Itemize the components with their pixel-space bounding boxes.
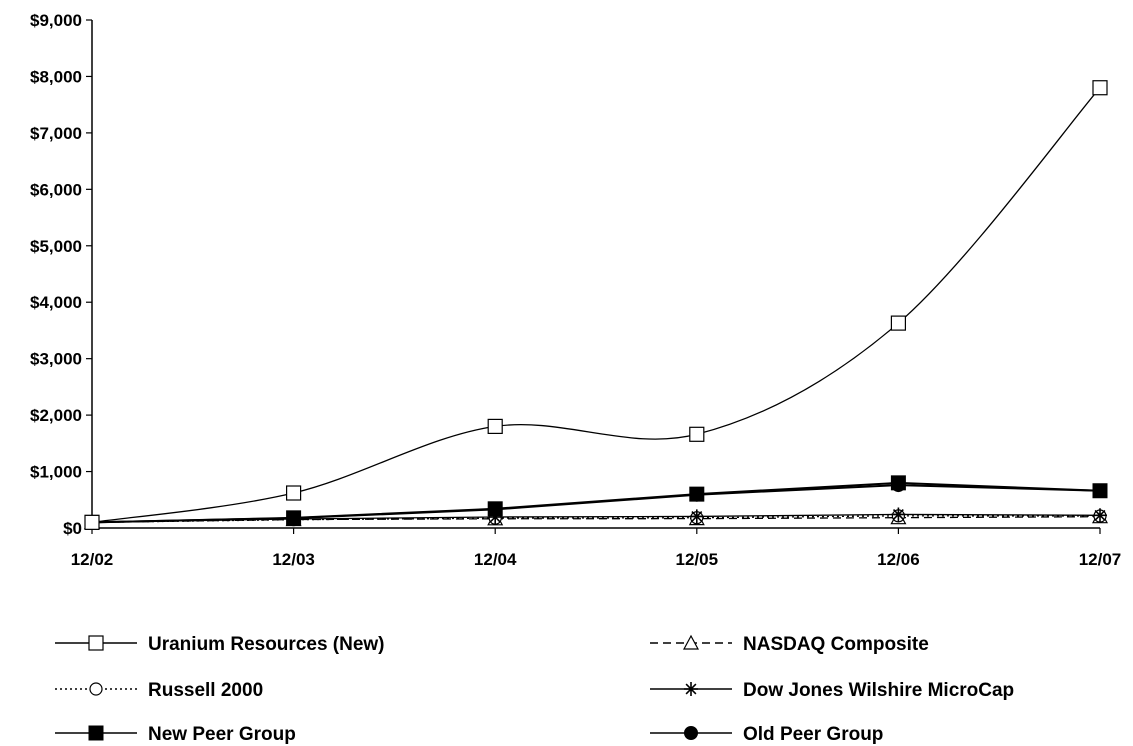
x-tick-label: 12/05: [676, 550, 719, 569]
legend-label-dow-jones-wilshire-microcap: Dow Jones Wilshire MicroCap: [743, 680, 1014, 701]
legend-marker-russell-2000: [89, 682, 103, 696]
y-tick-label: $9,000: [30, 11, 82, 30]
series-uranium-resources-new: [84, 80, 1108, 530]
legend-label-nasdaq-composite: NASDAQ Composite: [743, 634, 929, 655]
x-tick-label: 12/03: [272, 550, 315, 569]
x-tick-label: 12/07: [1079, 550, 1122, 569]
data-point-new-peer-group: [689, 486, 705, 502]
data-point-new-peer-group: [487, 501, 503, 517]
data-point-dow-jones-wilshire-microcap: [1093, 508, 1107, 523]
y-tick-label: $6,000: [30, 180, 82, 199]
series-line-uranium-resources-new: [91, 87, 1101, 523]
data-point-dow-jones-wilshire-microcap: [488, 509, 503, 524]
legend-label-new-peer-group: New Peer Group: [148, 724, 296, 745]
legend-item-nasdaq-composite: NASDAQ Composite: [650, 634, 929, 655]
y-tick-label: $8,000: [30, 67, 82, 86]
data-point-uranium-resources-new: [689, 426, 705, 442]
legend-item-uranium-resources-new: Uranium Resources (New): [55, 634, 385, 655]
series-line-russell-2000: [91, 515, 1101, 524]
data-point-uranium-resources-new: [84, 514, 100, 530]
y-axis-ticks: $0 $1,000 $2,000 $3,000 $4,000 $5,000 $6,000 $7…: [30, 11, 92, 538]
y-tick-label: $1,000: [30, 463, 82, 482]
data-point-uranium-resources-new: [487, 418, 503, 434]
y-tick-label: $7,000: [30, 124, 82, 143]
data-point-uranium-resources-new: [1092, 80, 1108, 96]
data-point-uranium-resources-new: [286, 485, 302, 501]
legend-marker-uranium-resources-new: [88, 635, 104, 651]
legend-label-uranium-resources-new: Uranium Resources (New): [148, 634, 385, 655]
x-tick-label: 12/04: [474, 550, 517, 569]
legend-item-russell-2000: Russell 2000: [55, 680, 263, 701]
legend-item-old-peer-group: Old Peer Group: [650, 724, 883, 745]
data-point-dow-jones-wilshire-microcap: [891, 507, 906, 522]
legend-item-new-peer-group: New Peer Group: [55, 724, 296, 745]
legend-marker-dow-jones-wilshire-microcap: [684, 682, 698, 696]
axes: [91, 20, 1100, 529]
legend-label-old-peer-group: Old Peer Group: [743, 724, 883, 745]
legend-marker-nasdaq-composite: [682, 634, 700, 650]
x-tick-label: 12/06: [877, 550, 920, 569]
x-tick-label: 12/02: [71, 550, 114, 569]
y-tick-label: $4,000: [30, 293, 82, 312]
y-tick-label: $2,000: [30, 406, 82, 425]
legend-item-dow-jones-wilshire-microcap: Dow Jones Wilshire MicroCap: [650, 680, 1014, 701]
legend-marker-new-peer-group: [88, 725, 104, 741]
data-point-new-peer-group: [1092, 483, 1108, 499]
y-tick-label: $5,000: [30, 237, 82, 256]
legend: Uranium Resources (New) NASDAQ Composite R…: [55, 634, 1014, 745]
data-point-uranium-resources-new: [890, 315, 907, 331]
y-tick-label: $3,000: [30, 350, 82, 369]
x-axis-ticks: 12/02 12/03 12/04 12/05 12/06 12/07: [71, 528, 1122, 569]
series-group: [83, 80, 1109, 530]
data-point-new-peer-group: [890, 475, 906, 491]
legend-label-russell-2000: Russell 2000: [148, 680, 263, 701]
series-new-peer-group: [84, 475, 1108, 530]
y-tick-label: $0: [63, 519, 82, 538]
data-point-new-peer-group: [286, 510, 302, 526]
data-point-dow-jones-wilshire-microcap: [689, 509, 704, 524]
series-line-new-peer-group: [91, 481, 1101, 524]
legend-marker-old-peer-group: [684, 726, 698, 740]
